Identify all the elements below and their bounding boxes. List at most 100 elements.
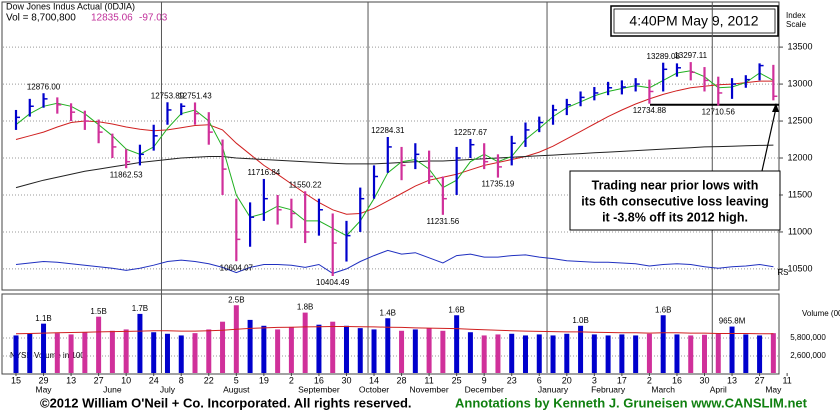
y-tick-label: 12000 <box>787 152 812 162</box>
timestamp-box <box>610 5 779 37</box>
volume-label: 1.7B <box>132 304 148 313</box>
volume-bar <box>275 329 281 373</box>
annotation-line: its 6th consecutive loss leaving <box>581 194 769 208</box>
volume-bar <box>316 324 322 373</box>
volume-bar <box>247 319 253 373</box>
x-tick-label: 30 <box>341 375 351 385</box>
volume-bar <box>702 334 707 373</box>
volume-bar <box>536 334 542 373</box>
y-axis-label: Scale <box>786 20 807 29</box>
volume-average <box>15 326 774 335</box>
volume-bar <box>385 318 391 373</box>
x-tick-label: 19 <box>259 375 269 385</box>
volume-bar <box>578 325 584 373</box>
month-label: May <box>36 384 53 394</box>
x-tick-label: 23 <box>507 375 517 385</box>
volume-bar <box>412 329 418 373</box>
low-label: 12734.88 <box>633 106 667 115</box>
volume-bar <box>178 335 184 373</box>
x-tick-label: 15 <box>11 375 21 385</box>
high-label: 12753.89 <box>151 91 185 100</box>
volume-bar <box>399 330 405 373</box>
annotation-arrow <box>761 107 777 172</box>
price-change: -97.03 <box>139 13 168 24</box>
y-tick-label: 2,600,000 <box>790 351 826 360</box>
x-tick-label: 11 <box>782 375 791 385</box>
annotation: Trading near prior lows with its 6th con… <box>569 103 781 231</box>
month-label: May <box>765 384 782 394</box>
last-price: 12835.06 <box>91 13 133 24</box>
month-label: August <box>223 384 250 394</box>
annotation-arrowhead <box>772 103 779 112</box>
volume-bar <box>302 312 308 373</box>
y-tick-label: 11000 <box>788 226 812 236</box>
annotation-line: Trading near prior lows with <box>592 178 759 192</box>
x-tick-label: 13 <box>66 375 76 385</box>
high-label: 11716.84 <box>247 168 280 177</box>
x-tick-label: 20 <box>562 375 572 385</box>
high-label: 12751.43 <box>178 92 212 101</box>
x-tick-label: 11 <box>424 375 433 385</box>
x-tick-label: 6 <box>537 375 542 385</box>
x-tick-label: 13 <box>727 375 737 385</box>
x-tick-label: 22 <box>204 375 214 385</box>
month-label: September <box>298 384 340 394</box>
x-tick-label: 10 <box>121 375 131 385</box>
volume-label: 1.0B <box>572 316 588 325</box>
x-tick-label: 2 <box>647 375 652 385</box>
low-label: 12710.56 <box>702 108 736 117</box>
series-label: RS <box>777 268 788 277</box>
month-label: February <box>591 384 626 394</box>
volume-title: Volume (00) <box>802 309 840 318</box>
x-tick-label: 3 <box>592 375 597 385</box>
x-tick-label: 16 <box>314 375 324 385</box>
volume-bar <box>481 335 487 373</box>
moving-average <box>15 144 774 189</box>
volume-bar <box>137 313 143 373</box>
volume-bar <box>633 335 639 373</box>
volume-bar <box>261 325 267 373</box>
volume-label: 1.4B <box>380 308 396 317</box>
volume-bar <box>426 328 432 373</box>
volume-bar <box>164 333 170 373</box>
month-label: October <box>359 384 389 394</box>
volume-bar <box>220 321 226 373</box>
volume-label: 2.5B <box>228 295 244 304</box>
x-tick-label: 24 <box>149 375 159 385</box>
timestamp: 4:40PM May 9, 2012 <box>629 13 758 29</box>
volume-bar <box>674 334 680 373</box>
credit: Annotations by Kenneth J. Gruneisen www.… <box>455 395 808 410</box>
high-label: 13289.08 <box>647 52 681 61</box>
volume-bar <box>206 329 212 373</box>
moving-average <box>15 70 774 237</box>
high-label: 11550.22 <box>289 180 322 189</box>
volume-label: 965.8M <box>719 317 746 326</box>
volume-bar <box>715 333 721 373</box>
volume-bar <box>495 334 501 373</box>
annotation-line: it -3.8% off its 2012 high. <box>602 210 748 224</box>
volume-bar <box>41 323 47 373</box>
volume-bar <box>357 328 363 373</box>
volume-label: 1.8B <box>297 303 313 312</box>
volume-bar <box>68 334 74 373</box>
high-label: 12876.00 <box>27 82 61 91</box>
volume-bar <box>123 329 129 373</box>
low-label: 11862.53 <box>110 170 143 179</box>
volume-bar <box>13 335 19 373</box>
y-axis-label: Index <box>786 11 806 20</box>
volume-bar <box>605 335 611 373</box>
volume-label: 1.6B <box>655 305 671 314</box>
volume-bar <box>151 332 157 373</box>
volume-label: NYSE Volume in 100 <box>10 351 85 360</box>
copyright: ©2012 William O'Neil + Co. Incorporated.… <box>40 395 412 410</box>
volume-bar <box>82 332 88 373</box>
month-label: December <box>465 384 504 394</box>
volume-label: 1.6B <box>448 305 464 314</box>
x-tick-label: 17 <box>617 375 627 385</box>
low-label: 10604.07 <box>220 263 254 272</box>
volume-bar <box>591 334 597 373</box>
x-tick-label: 2 <box>289 375 294 385</box>
volume-text: Vol = 8,700,800 <box>6 13 76 24</box>
month-label: November <box>409 384 448 394</box>
